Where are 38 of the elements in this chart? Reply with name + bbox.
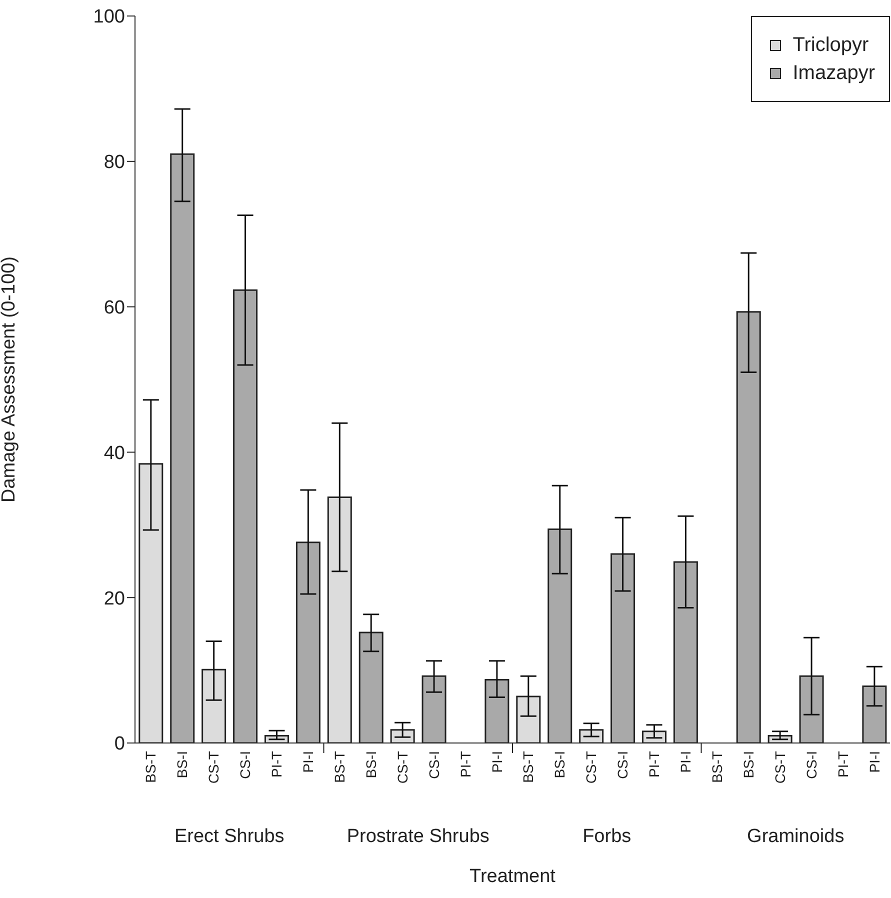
text: Forbs [582, 826, 632, 848]
x-tick-label: PI-T [268, 750, 285, 778]
text: Graminoids [746, 826, 846, 848]
x-tick-label: BS-I [174, 751, 190, 778]
legend-label: Imazapyr [792, 61, 875, 86]
x-tick-label: PI-T [646, 750, 662, 778]
x-tick-label: PI-I [300, 751, 316, 773]
y-tick-label: 0 [114, 734, 125, 755]
x-tick-label: PI-I [678, 751, 694, 773]
x-tick-label: CS-T [394, 750, 410, 784]
y-tick-label: 20 [104, 588, 125, 610]
x-tick-label: PI-I [488, 751, 505, 773]
x-tick-label: PI-T [457, 750, 474, 778]
x-axis-title: Treatment [468, 866, 556, 888]
x-tick-label: PI-I [866, 751, 882, 773]
x-tick-label: CS-I [803, 751, 820, 779]
x-tick-label: BS-T [520, 750, 536, 783]
legend-label: Triclopyr [792, 33, 869, 58]
x-tick-label: CS-I [614, 751, 631, 779]
x-tick-label: PI-T [834, 750, 851, 778]
x-tick-label: CS-T [772, 750, 788, 784]
x-tick-label: CS-T [206, 750, 222, 784]
y-tick-label: 40 [104, 442, 125, 464]
x-tick-label: CS-T [583, 750, 600, 784]
x-tick-label: CS-I [237, 751, 254, 779]
x-tick-label: CS-I [426, 751, 442, 779]
text: Prostrate Shrubs [346, 826, 490, 848]
x-tick-label: BS-I [740, 751, 756, 778]
x-tick-label: BS-I [362, 751, 379, 778]
x-tick-label: BS-T [708, 750, 725, 783]
x-tick-label: BS-T [142, 750, 159, 783]
y-tick-label: 100 [93, 6, 125, 28]
y-axis-title: Damage Assessment (0-100) [0, 256, 20, 503]
y-tick-label: 80 [104, 152, 125, 174]
x-tick-label: BS-I [552, 751, 568, 778]
text: Erect Shrubs [173, 826, 286, 848]
y-tick-label: 60 [104, 298, 125, 319]
x-tick-label: BS-T [331, 750, 348, 783]
